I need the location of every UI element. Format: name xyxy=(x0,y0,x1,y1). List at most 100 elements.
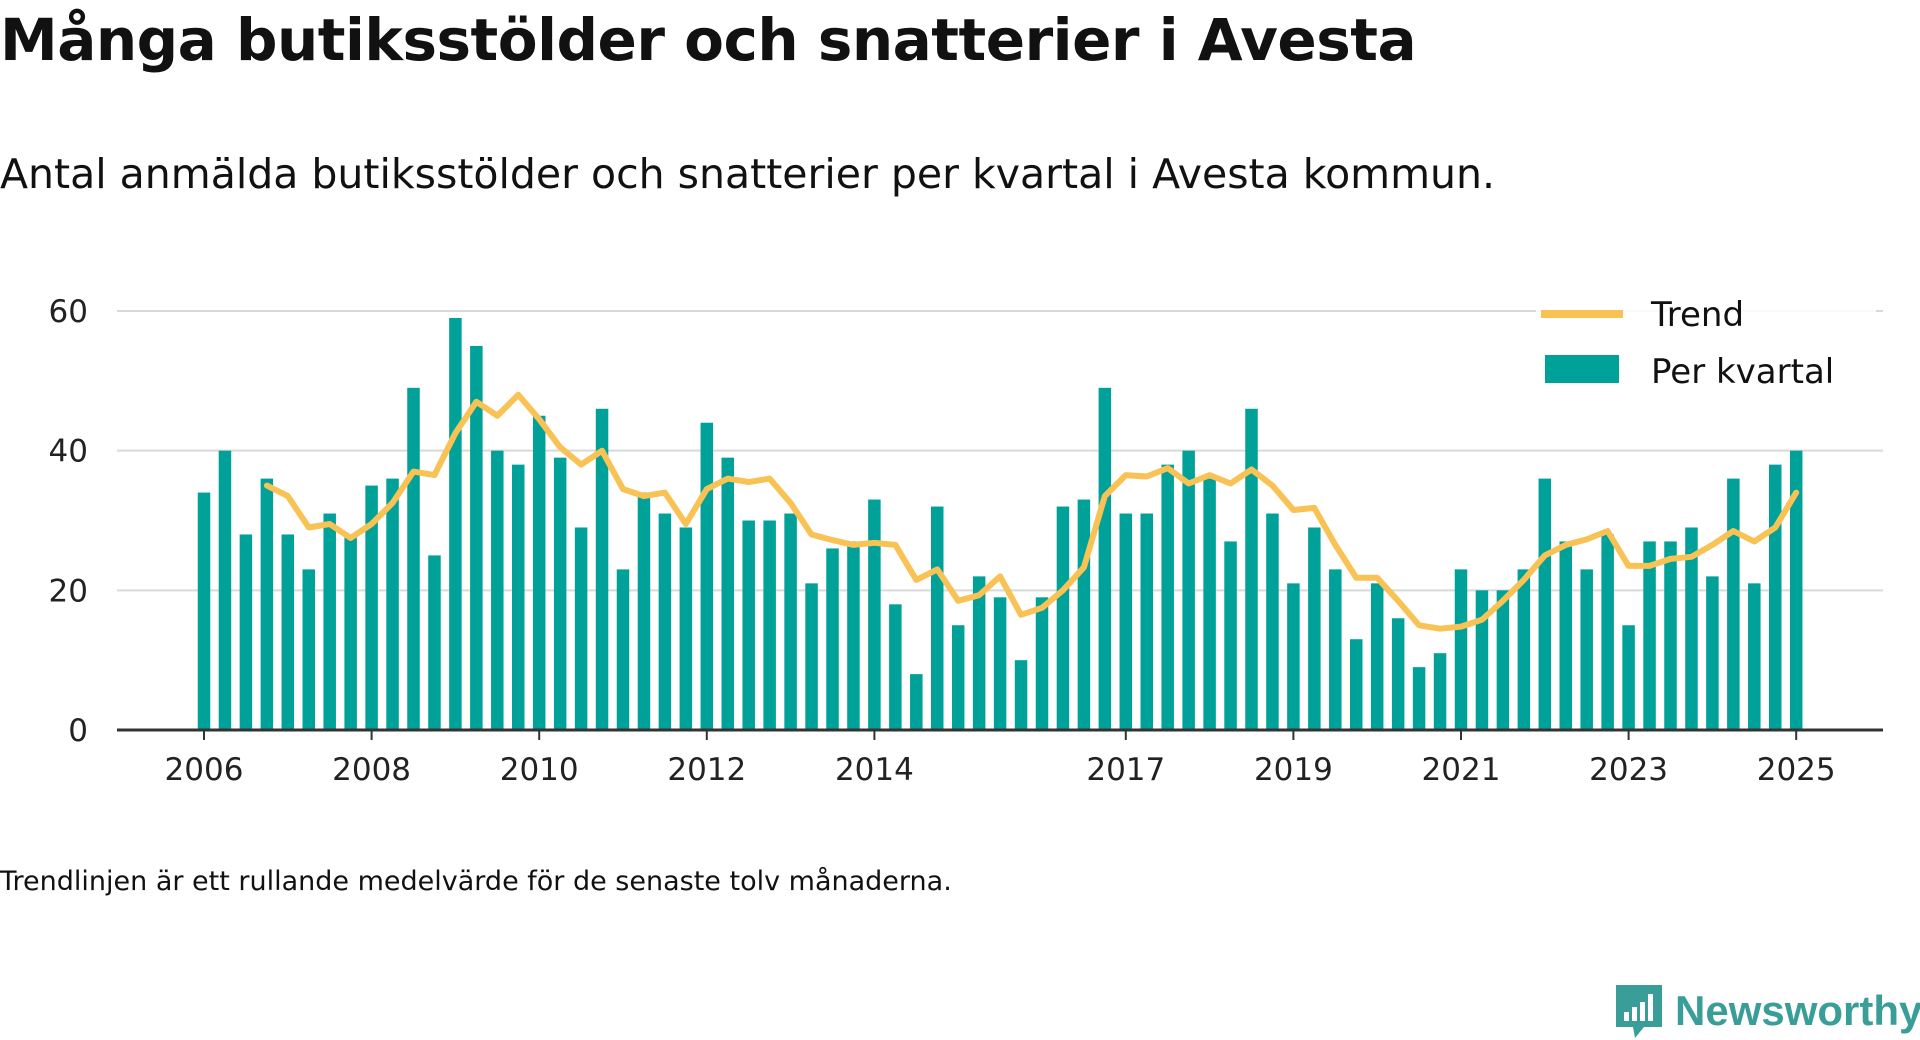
bar xyxy=(1329,569,1342,730)
bar xyxy=(1433,653,1447,730)
bar xyxy=(1412,667,1426,730)
y-tick-label: 0 xyxy=(68,713,88,749)
bar xyxy=(1035,597,1049,730)
y-tick-label: 20 xyxy=(49,573,88,609)
bar xyxy=(1056,506,1070,730)
bar xyxy=(218,450,232,730)
bar xyxy=(993,597,1007,730)
bar xyxy=(1622,625,1635,730)
x-tick-label: 2025 xyxy=(1757,752,1836,788)
bar xyxy=(1391,618,1405,730)
bar xyxy=(239,534,253,730)
bar xyxy=(972,576,986,730)
x-tick-label: 2017 xyxy=(1086,752,1165,788)
bar xyxy=(197,492,211,730)
bar xyxy=(763,520,776,730)
bar xyxy=(1748,583,1761,730)
bar xyxy=(931,506,944,730)
legend: Trend Per kvartal xyxy=(1536,295,1876,408)
bar xyxy=(344,534,357,730)
bar xyxy=(847,541,860,730)
bar xyxy=(1014,660,1028,730)
bar xyxy=(1580,569,1593,730)
newsworthy-logo-icon xyxy=(1616,985,1662,1038)
bar xyxy=(805,583,818,730)
bar xyxy=(1496,590,1510,730)
bar xyxy=(281,534,295,730)
bar xyxy=(721,457,734,730)
bar xyxy=(491,450,504,730)
bar xyxy=(784,513,797,730)
footnote: Trendlinjen är ett rullande medelvärde f… xyxy=(0,866,952,897)
x-tick-label: 2012 xyxy=(667,752,746,788)
bar xyxy=(951,625,965,730)
brand-name: Newsworthy xyxy=(1675,987,1920,1034)
bar xyxy=(1727,478,1740,730)
y-tick-label: 40 xyxy=(49,434,88,470)
bar xyxy=(1119,513,1133,730)
bar xyxy=(574,527,588,730)
bar xyxy=(1475,590,1489,730)
bar xyxy=(1559,541,1572,730)
legend-bar-swatch xyxy=(1545,355,1619,383)
x-tick-label: 2021 xyxy=(1422,752,1501,788)
bar xyxy=(323,513,336,730)
bars xyxy=(197,317,1803,730)
bar xyxy=(1454,569,1468,730)
x-tick-label: 2010 xyxy=(500,752,579,788)
newsworthy-brand[interactable]: Newsworthy xyxy=(1613,982,1920,1040)
bar xyxy=(512,464,525,730)
bar xyxy=(1161,464,1174,730)
bar xyxy=(1224,541,1237,730)
bar xyxy=(826,548,839,730)
bar xyxy=(616,569,630,730)
trend-line-layer xyxy=(263,391,1800,632)
chart-title: Många butiksstölder och snatterier i Ave… xyxy=(0,6,1417,74)
bar xyxy=(742,520,755,730)
trend-line xyxy=(263,391,1800,632)
bar xyxy=(889,604,902,730)
legend-trend-label: Trend xyxy=(1650,295,1744,335)
bar xyxy=(1077,499,1091,730)
bar xyxy=(1245,408,1258,730)
bar xyxy=(658,513,672,730)
bar xyxy=(868,499,881,730)
x-tick-label: 2014 xyxy=(835,752,914,788)
bar xyxy=(470,345,483,730)
bar xyxy=(1517,569,1531,730)
legend-bar-label: Per kvartal xyxy=(1651,352,1834,392)
bar xyxy=(1350,639,1363,730)
bar xyxy=(1182,450,1195,730)
bar xyxy=(1098,387,1112,730)
bar xyxy=(1664,541,1677,730)
chart-subtitle: Antal anmälda butiksstölder och snatteri… xyxy=(0,150,1496,198)
axes: 0 20 40 60 2006 2008 2010 2012 2014 2017 2019 2021 2… xyxy=(49,294,1883,788)
bar xyxy=(407,387,420,730)
bar xyxy=(700,422,714,730)
bar xyxy=(1370,583,1384,730)
bar xyxy=(302,569,315,730)
bar xyxy=(637,492,651,730)
x-tick-label: 2008 xyxy=(332,752,411,788)
bar xyxy=(532,415,546,730)
x-tick-label: 2019 xyxy=(1254,752,1333,788)
bar xyxy=(1789,450,1803,730)
bar xyxy=(595,408,609,730)
bar xyxy=(1601,534,1614,730)
bar xyxy=(1706,576,1719,730)
bar xyxy=(1266,513,1279,730)
bar xyxy=(1308,527,1321,730)
bar xyxy=(1643,541,1656,730)
bar xyxy=(1538,478,1552,730)
bar xyxy=(386,478,399,730)
bar xyxy=(449,317,462,730)
bar xyxy=(260,478,274,730)
bar xyxy=(679,527,693,730)
y-tick-label: 60 xyxy=(49,294,88,330)
bar xyxy=(910,674,923,730)
bar xyxy=(1769,464,1782,730)
bar xyxy=(428,555,441,730)
x-tick-label: 2006 xyxy=(165,752,244,788)
bar xyxy=(1203,478,1216,730)
